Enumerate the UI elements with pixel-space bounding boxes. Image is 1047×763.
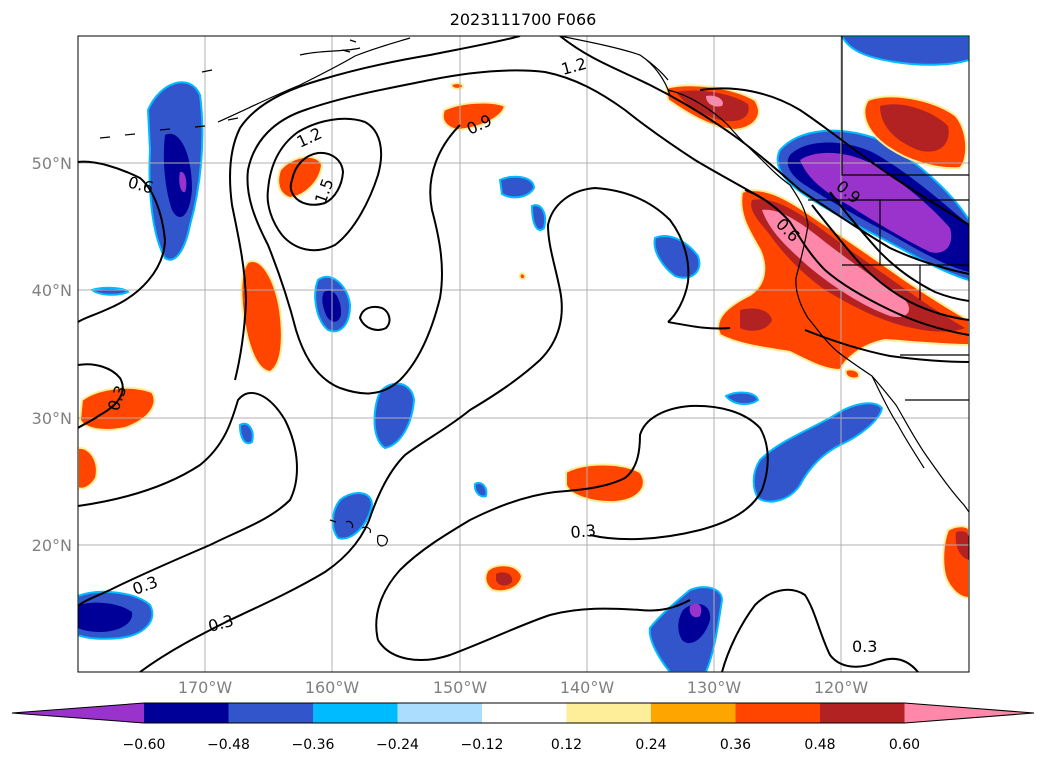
pos-anomaly-179w (78, 446, 98, 490)
colorbar: −0.60 −0.48 −0.36 −0.24 −0.12 0.12 0.24 … (11, 702, 1035, 753)
contour-0.3-south (139, 186, 690, 672)
pos-anomaly-gulf-alaska-core (676, 90, 749, 122)
map-panel: 1.2 1.2 1.5 0.9 0.9 0.6 0.6 0.3 0.3 0.3 … (77, 35, 970, 673)
lat-label-40n: 40°N (32, 281, 72, 300)
colorbar-tick: 0.48 (804, 737, 835, 753)
lon-label-150w: 150°W (433, 678, 488, 697)
canada-coast (667, 89, 809, 226)
contour-1.2-east (699, 87, 969, 226)
contour-0.6-east-b (811, 204, 969, 321)
pos-anomaly-westcoast-inner2 (740, 308, 772, 331)
lon-label-130w: 130°W (687, 678, 742, 697)
colorbar-tick: −0.24 (376, 737, 419, 753)
baja-coast (871, 375, 925, 469)
neg-anomaly-155w (373, 382, 416, 450)
neg-anomaly-s-core (678, 604, 711, 644)
colorbar-segment (651, 703, 736, 723)
pos-anomaly-166w (240, 260, 283, 374)
lon-axis: 170°W 160°W 150°W 140°W 130°W 120°W (178, 678, 869, 697)
contour-label: 0.3 (852, 637, 877, 656)
colorbar-segment (228, 703, 313, 723)
neg-anomaly-nw-peak (179, 171, 187, 193)
alaska-coast (217, 36, 671, 123)
pos-anomaly-150w-n (441, 101, 507, 132)
colorbar-extend-high (904, 703, 1034, 723)
colorbar-tick: −0.48 (207, 737, 250, 753)
neg-anomaly-147w (498, 175, 536, 199)
colorbar-tick: −0.36 (292, 737, 335, 753)
pos-anomaly-147w-core (496, 572, 513, 586)
pos-anomaly-176w (78, 386, 156, 431)
colorbar-tick: 0.24 (635, 737, 666, 753)
lat-label-20n: 20°N (32, 536, 72, 555)
neg-anomaly-176w-small (89, 286, 130, 296)
colorbar-segment (735, 703, 820, 723)
contour-1.2-loop (266, 117, 383, 252)
map-frame (77, 35, 970, 673)
contour-0.3-east (375, 404, 769, 641)
us-coast (795, 224, 969, 513)
contour-0.9-inner (246, 69, 766, 395)
lon-label-170w: 170°W (178, 678, 233, 697)
contour-0.9-east (829, 191, 969, 302)
contour-0.3-se (721, 588, 919, 672)
colorbar-extend-low (12, 703, 144, 723)
lon-label-140w: 140°W (560, 678, 615, 697)
neg-anomaly-s-peak (689, 603, 702, 618)
neg-anomaly-ne-top (840, 36, 969, 66)
contour-0.3-small-loop (358, 305, 391, 331)
pos-anomaly-se-corner-core (955, 531, 969, 560)
neg-anomaly-146w (530, 204, 546, 231)
lat-label-50n: 50°N (32, 154, 72, 173)
colorbar-tick: 0.36 (720, 737, 751, 753)
neg-anomaly-145w-small (473, 482, 488, 498)
contour-lines (78, 36, 969, 672)
colorbar-segment (482, 703, 567, 723)
pos-anomaly-baja-dot (844, 368, 860, 380)
contour-0.3-west-b (78, 391, 298, 607)
neg-anomaly-130w-small (724, 391, 760, 406)
colorbar-tick: −0.60 (123, 737, 166, 753)
coastlines (99, 36, 969, 547)
neg-anomaly-168w (238, 422, 254, 445)
colorbar-segment (397, 703, 482, 723)
pos-anomaly-153w-dot (450, 82, 464, 90)
neg-anomaly-sw-core (78, 602, 133, 632)
colorbar-tick: 0.12 (551, 737, 582, 753)
colorbar-segment (566, 703, 651, 723)
pos-anomaly-canada-core (880, 104, 949, 152)
neg-anomaly-nw-core (163, 133, 192, 218)
colorbar-segment (144, 703, 229, 723)
neg-anomaly-158w (332, 492, 374, 540)
contour-0.6-west (78, 160, 167, 323)
lon-label-160w: 160°W (305, 678, 360, 697)
contour-0.6-east-a (744, 189, 969, 336)
contour-0.3-se-corner (804, 329, 969, 363)
lat-label-30n: 30°N (32, 409, 72, 428)
chart-title: 2023111700 F066 (450, 10, 597, 29)
colorbar-segment (820, 703, 905, 723)
contour-0.6-center (667, 321, 731, 330)
colorbar-tick: 0.60 (889, 737, 920, 753)
contour-0.3-loop-south (377, 599, 691, 661)
lat-axis: 50°N 40°N 30°N 20°N (32, 154, 72, 555)
contour-0.9-center (229, 36, 969, 381)
pos-anomaly-144w-dot (518, 272, 527, 281)
pos-anomaly-162w (277, 155, 324, 200)
colorbar-tick: −0.12 (461, 737, 504, 753)
contour-label: 0.3 (570, 521, 597, 542)
pos-anomaly-140w (565, 463, 645, 504)
hawaii (329, 519, 388, 547)
gridlines (78, 36, 969, 672)
neg-anomaly-ne-peak (800, 152, 952, 253)
colorbar-outline (11, 702, 1035, 724)
contour-1.5-loop (289, 151, 345, 206)
colorbar-segment (313, 703, 398, 723)
aleutians (99, 39, 357, 139)
lon-label-120w: 120°W (814, 678, 869, 697)
contour-0.3-west-a (78, 363, 124, 429)
